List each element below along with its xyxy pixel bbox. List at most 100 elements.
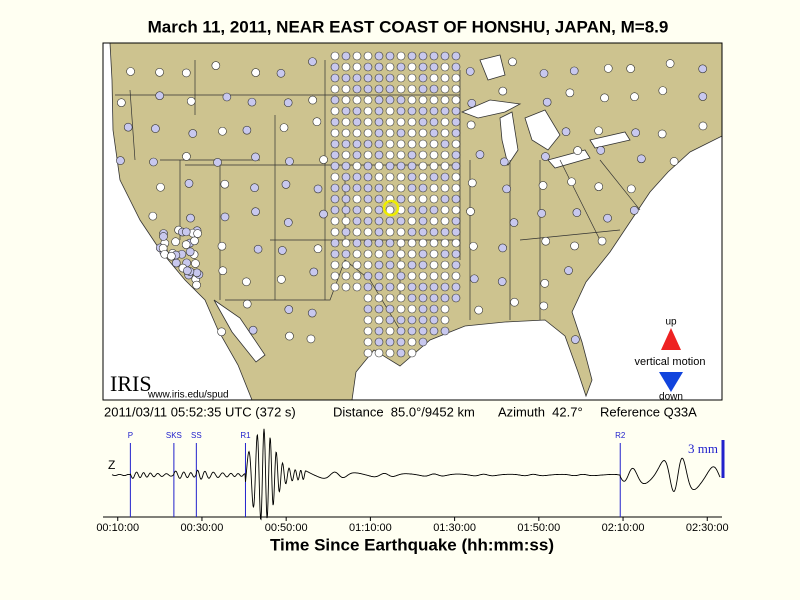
station bbox=[352, 73, 362, 83]
station bbox=[281, 180, 291, 189]
station bbox=[429, 95, 439, 105]
stations bbox=[116, 51, 708, 358]
station bbox=[698, 64, 707, 74]
station bbox=[510, 297, 519, 307]
station bbox=[429, 282, 439, 292]
station bbox=[475, 150, 485, 159]
station bbox=[251, 207, 260, 216]
station bbox=[396, 139, 406, 149]
station bbox=[396, 293, 406, 303]
station bbox=[418, 326, 428, 336]
station bbox=[185, 247, 195, 257]
station bbox=[374, 238, 384, 248]
station bbox=[396, 348, 406, 358]
station bbox=[429, 227, 439, 237]
station bbox=[418, 282, 428, 292]
station bbox=[385, 216, 395, 226]
station bbox=[407, 304, 417, 314]
station bbox=[665, 59, 675, 68]
station bbox=[407, 348, 417, 358]
station bbox=[418, 315, 428, 325]
station bbox=[407, 260, 417, 270]
station bbox=[429, 304, 439, 314]
station bbox=[341, 172, 351, 182]
channel: Z bbox=[108, 458, 115, 472]
station bbox=[213, 158, 222, 167]
station bbox=[363, 73, 373, 83]
station bbox=[396, 95, 406, 105]
station bbox=[330, 84, 340, 94]
station bbox=[352, 227, 362, 237]
station bbox=[698, 121, 708, 131]
station bbox=[385, 117, 395, 127]
x-tick-label: 01:30:00 bbox=[433, 522, 476, 534]
station bbox=[385, 282, 395, 292]
station bbox=[363, 150, 373, 160]
station bbox=[117, 98, 126, 107]
station bbox=[363, 139, 373, 149]
station bbox=[418, 194, 428, 204]
station bbox=[385, 348, 395, 358]
station bbox=[341, 128, 351, 138]
station bbox=[440, 271, 450, 281]
station bbox=[171, 237, 180, 247]
station bbox=[167, 251, 176, 261]
station bbox=[541, 236, 551, 246]
station bbox=[341, 84, 351, 94]
station bbox=[277, 275, 286, 284]
station bbox=[499, 157, 509, 167]
station bbox=[341, 249, 351, 259]
station bbox=[285, 157, 294, 166]
logo: IRIS bbox=[110, 371, 152, 396]
station bbox=[363, 51, 373, 61]
station bbox=[352, 51, 362, 61]
station bbox=[330, 172, 340, 182]
up-arrow bbox=[661, 328, 681, 350]
station bbox=[341, 194, 351, 204]
station bbox=[374, 260, 384, 270]
station bbox=[251, 68, 261, 77]
station bbox=[418, 260, 428, 270]
station bbox=[429, 106, 439, 116]
station bbox=[396, 249, 406, 259]
station bbox=[385, 172, 395, 182]
station bbox=[407, 238, 417, 248]
station bbox=[407, 172, 417, 182]
station bbox=[440, 62, 450, 72]
station bbox=[407, 62, 417, 72]
station bbox=[190, 236, 199, 246]
station bbox=[341, 183, 351, 193]
station bbox=[539, 301, 549, 311]
station bbox=[429, 150, 439, 160]
station bbox=[418, 139, 428, 149]
station bbox=[220, 179, 230, 189]
station bbox=[429, 326, 439, 336]
station bbox=[600, 93, 609, 103]
station bbox=[319, 209, 328, 219]
station bbox=[218, 266, 228, 276]
station bbox=[330, 183, 340, 193]
station bbox=[352, 117, 362, 127]
station bbox=[374, 51, 384, 61]
station bbox=[363, 95, 373, 105]
legend-down: down bbox=[659, 392, 683, 403]
station bbox=[253, 244, 263, 254]
station bbox=[451, 161, 461, 171]
station bbox=[396, 62, 406, 72]
station bbox=[330, 150, 340, 160]
station bbox=[540, 279, 550, 288]
station bbox=[569, 66, 579, 76]
station bbox=[396, 106, 406, 116]
info-reference: Reference Q33A bbox=[600, 404, 697, 419]
station bbox=[407, 106, 417, 116]
station bbox=[307, 308, 317, 318]
station bbox=[374, 271, 384, 281]
station bbox=[330, 73, 340, 83]
station bbox=[396, 117, 406, 127]
station bbox=[418, 227, 428, 237]
station bbox=[217, 327, 226, 337]
station bbox=[429, 260, 439, 270]
station bbox=[330, 260, 340, 270]
legend-up: up bbox=[665, 317, 677, 328]
station bbox=[418, 117, 428, 127]
